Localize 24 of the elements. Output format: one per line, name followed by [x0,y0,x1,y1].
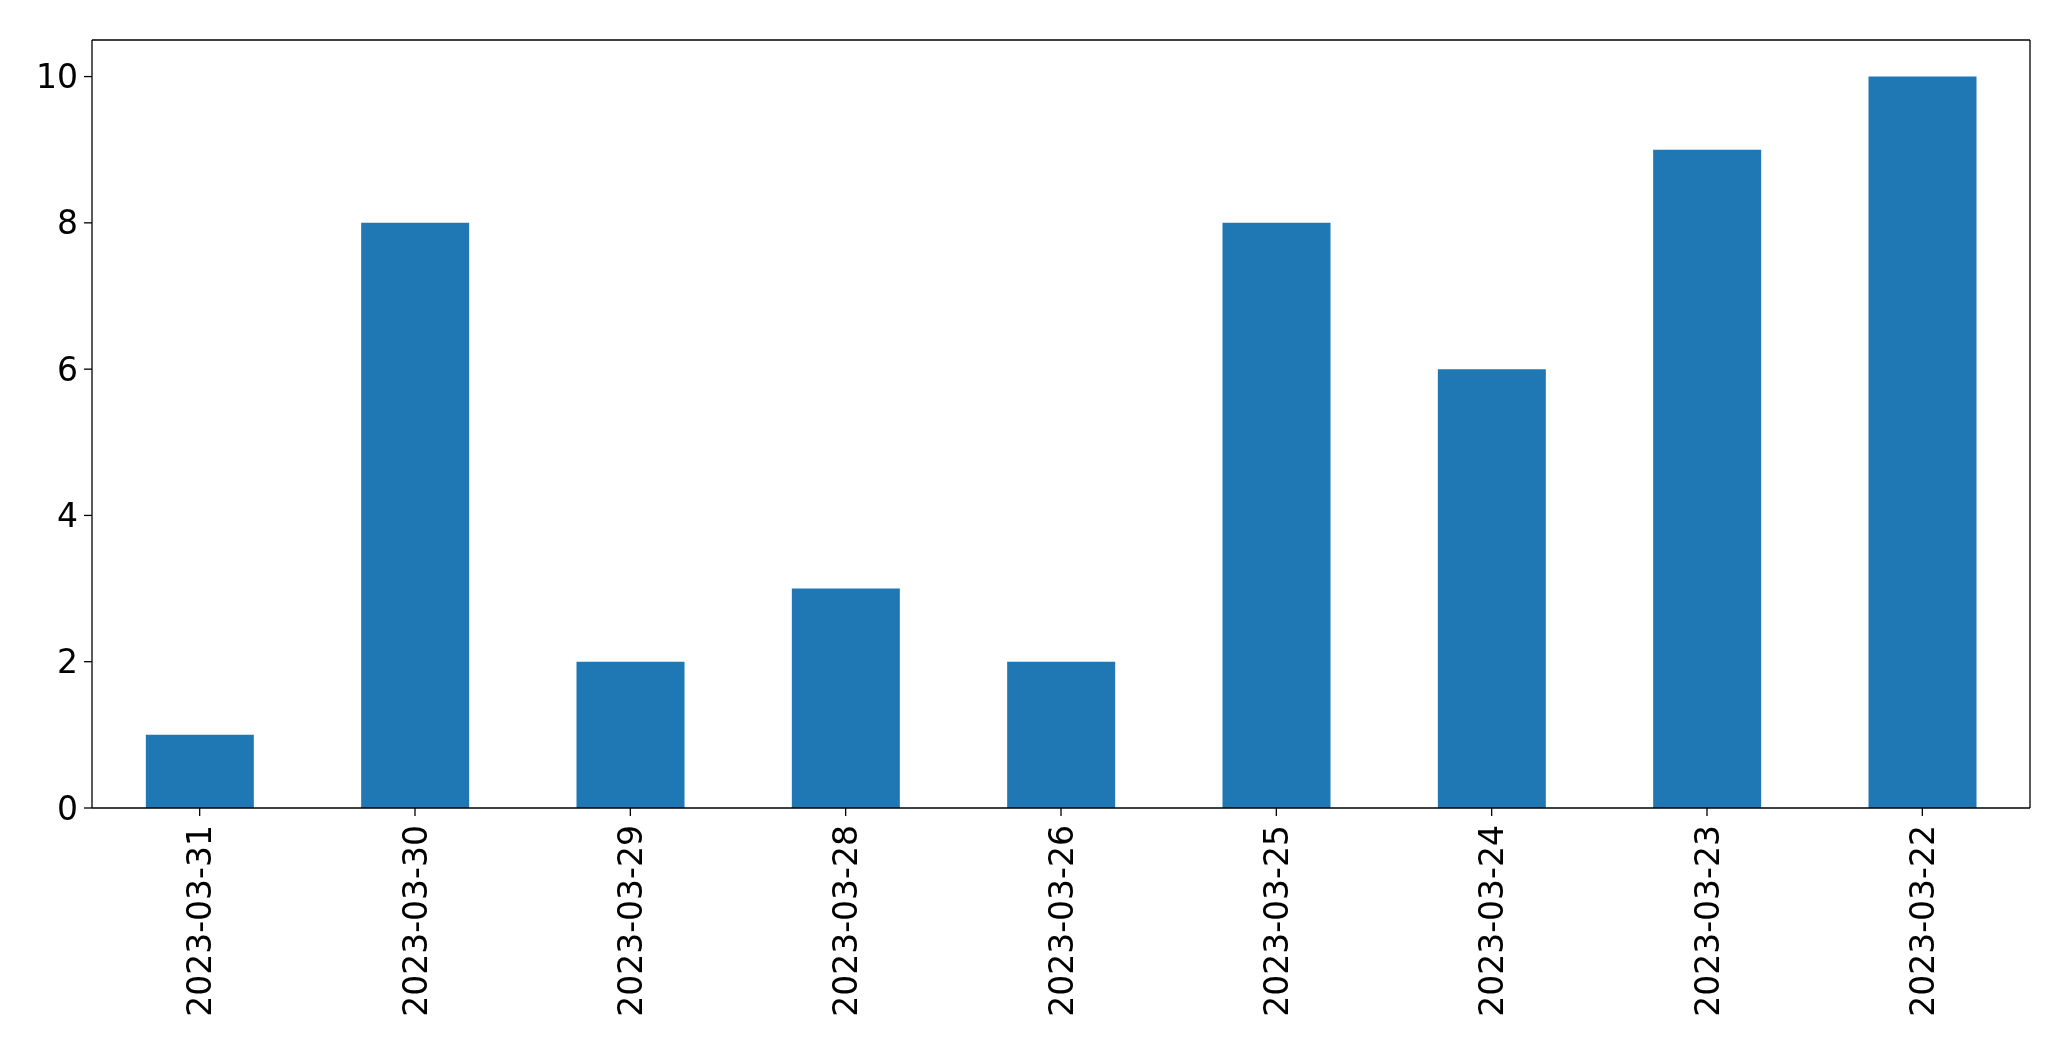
bar [1222,222,1331,808]
bar [1868,76,1977,808]
x-tick-label: 2023-03-23 [1687,825,1727,1017]
y-tick-label: 2 [57,642,78,682]
bar [1007,661,1116,808]
y-tick-label: 8 [57,203,78,243]
x-tick-label: 2023-03-29 [610,825,650,1017]
bar [145,734,254,808]
x-tick-label: 2023-03-26 [1041,825,1081,1017]
bar [791,588,900,808]
y-tick-label: 4 [57,495,78,535]
y-tick-label: 10 [36,57,78,97]
y-tick-label: 6 [57,349,78,389]
bar [1653,149,1762,808]
x-tick-label: 2023-03-25 [1256,825,1296,1017]
x-tick-label: 2023-03-28 [826,825,866,1017]
x-tick-label: 2023-03-24 [1472,825,1512,1017]
bar [576,661,685,808]
bar [1437,369,1546,808]
y-tick-label: 0 [57,788,78,828]
x-tick-label: 2023-03-30 [395,825,435,1017]
bar [361,222,470,808]
x-tick-label: 2023-03-31 [180,825,220,1017]
x-tick-label: 2023-03-22 [1902,825,1942,1017]
